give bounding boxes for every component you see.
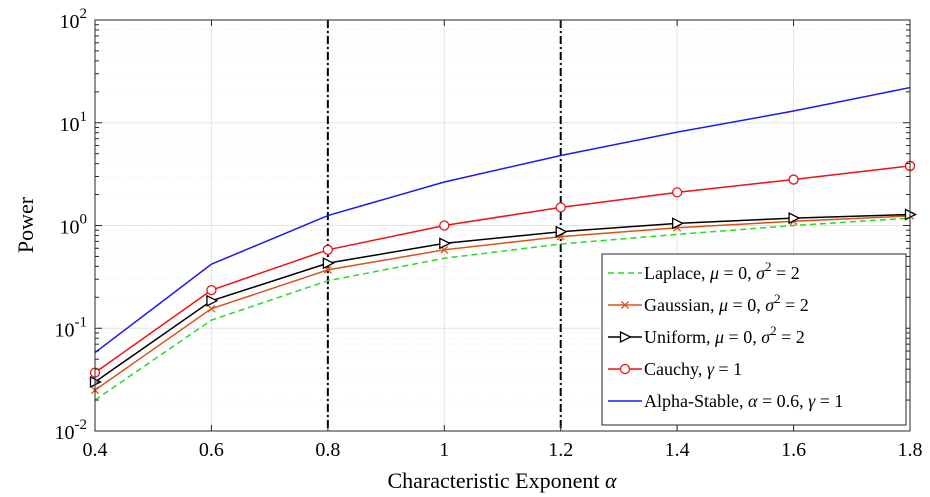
y-tick-exponent: 0	[80, 212, 88, 228]
legend-label-part: = 1	[815, 391, 843, 411]
legend-label-part: γ	[808, 391, 816, 411]
y-tick-base: 10	[55, 422, 75, 444]
legend-label: Uniform, μ = 0, σ2 = 2	[644, 323, 805, 347]
data-point	[788, 212, 801, 225]
y-tick-base: 10	[60, 114, 80, 136]
legend-label-part: Uniform,	[644, 327, 715, 347]
data-point	[206, 284, 217, 296]
legend-box	[601, 253, 907, 426]
marker-stroke	[207, 304, 216, 313]
y-axis-label: Power	[13, 196, 38, 253]
legend-item: Uniform, μ = 0, σ2 = 2	[608, 323, 805, 347]
legend-label-part: μ	[714, 327, 724, 347]
legend-label-part: = 0,	[719, 263, 756, 283]
x-tick-label: 0.8	[315, 439, 340, 461]
y-tick-label: 101	[60, 109, 88, 136]
y-tick-exponent: 1	[80, 109, 88, 125]
x-axis-label-text: Characteristic Exponent	[387, 468, 604, 493]
x-tick-label: 0.4	[83, 439, 108, 461]
marker-stroke	[556, 232, 565, 241]
legend-label-part: = 2	[781, 295, 809, 315]
series-line	[94, 165, 911, 374]
legend-label-part: = 1	[714, 359, 742, 379]
y-tick-exponent: -1	[75, 314, 88, 330]
legend-label-part: γ	[707, 359, 715, 379]
data-point	[671, 217, 685, 230]
legend-label-part: = 0.6,	[757, 391, 808, 411]
data-point	[555, 202, 566, 213]
legend-label-part: Gaussian,	[644, 295, 719, 315]
legend-label-part: Laplace,	[644, 263, 710, 283]
legend-label-part: μ	[709, 263, 719, 283]
y-tick-base: 10	[55, 319, 75, 341]
legend-label-part: σ	[756, 263, 766, 283]
series-5	[94, 86, 911, 354]
y-tick-label: 10-1	[55, 314, 88, 341]
data-point	[207, 304, 216, 313]
legend-marker	[619, 363, 631, 375]
x-tick-label: 1.2	[548, 439, 573, 461]
legend-label-part: = 0,	[728, 295, 765, 315]
y-tick-exponent: 2	[80, 6, 88, 22]
data-point	[322, 244, 334, 255]
legend-label-part: = 0,	[724, 327, 761, 347]
legend-label-part: Alpha-Stable,	[644, 391, 748, 411]
y-tick-label: 10-2	[55, 417, 88, 444]
legend-marker	[621, 301, 629, 309]
legend-label-superscript: 2	[774, 291, 781, 306]
legend-label-part: σ	[761, 327, 771, 347]
series-line	[94, 217, 911, 401]
marker-stroke	[440, 245, 449, 254]
x-tick-label: 0.6	[199, 439, 224, 461]
data-point	[439, 220, 450, 231]
x-tick-label: 1.6	[781, 439, 806, 461]
legend-label-superscript: 2	[770, 323, 777, 338]
x-tick-label: 1.8	[898, 439, 923, 461]
data-point	[439, 237, 452, 250]
series-1	[94, 217, 911, 401]
legend-item: Alpha-Stable, α = 0.6, γ = 1	[608, 391, 843, 411]
data-point	[322, 257, 335, 270]
data-point	[206, 294, 219, 307]
legend-item: Cauchy, γ = 1	[608, 359, 742, 379]
legend-label-part: σ	[765, 295, 775, 315]
y-tick-label: 100	[60, 212, 88, 239]
legend-marker	[619, 330, 632, 344]
legend-label: Alpha-Stable, α = 0.6, γ = 1	[644, 391, 843, 411]
series-3	[89, 208, 917, 389]
legend-label: Cauchy, γ = 1	[644, 359, 742, 379]
legend-item: Gaussian, μ = 0, σ2 = 2	[608, 291, 809, 315]
legend-label-part: μ	[718, 295, 728, 315]
legend-label: Gaussian, μ = 0, σ2 = 2	[644, 291, 809, 315]
x-axis-label-symbol: α	[605, 468, 617, 493]
marker-stroke	[621, 301, 629, 309]
x-tick-label: 1	[439, 439, 449, 461]
x-tick-label: 1.4	[665, 439, 690, 461]
data-point	[555, 225, 568, 238]
marker-stroke	[323, 265, 332, 274]
y-tick-label: 102	[60, 6, 88, 33]
data-point	[788, 174, 799, 185]
series-line	[94, 86, 911, 354]
y-tick-base: 10	[60, 11, 80, 33]
legend-item: Laplace, μ = 0, σ2 = 2	[608, 259, 800, 283]
series-line	[94, 213, 911, 383]
y-tick-base: 10	[60, 217, 80, 239]
y-tick-exponent: -2	[75, 417, 88, 433]
legend-label-part: α	[748, 391, 758, 411]
x-axis-label: Characteristic Exponent α	[387, 468, 616, 493]
legend-label: Laplace, μ = 0, σ2 = 2	[644, 259, 800, 283]
legend-label-part: = 2	[772, 263, 800, 283]
legend-label-part: Cauchy,	[644, 359, 707, 379]
legend-label-part: = 2	[777, 327, 805, 347]
reference-lines	[326, 20, 562, 431]
legend-label-superscript: 2	[765, 259, 772, 274]
data-point	[671, 187, 683, 198]
series-line	[94, 215, 911, 391]
